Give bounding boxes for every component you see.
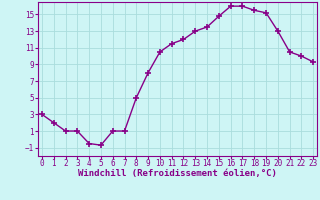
X-axis label: Windchill (Refroidissement éolien,°C): Windchill (Refroidissement éolien,°C) <box>78 169 277 178</box>
